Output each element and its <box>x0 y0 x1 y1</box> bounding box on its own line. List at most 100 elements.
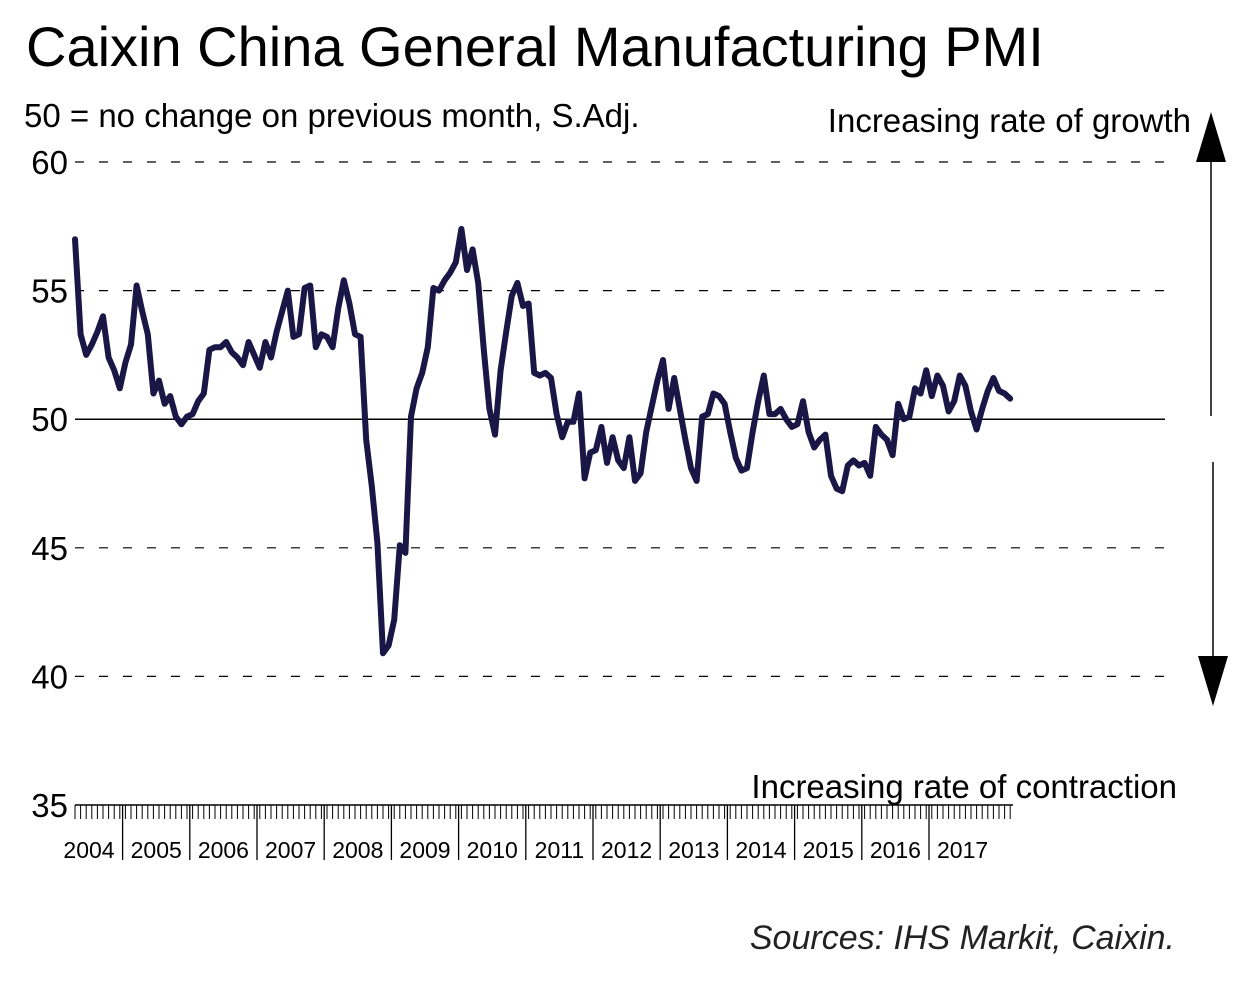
data-point <box>206 347 212 353</box>
data-point <box>414 385 420 391</box>
data-point <box>811 444 817 451</box>
data-point <box>324 334 330 340</box>
data-point <box>834 486 840 492</box>
data-point <box>156 378 162 384</box>
data-point <box>794 421 801 427</box>
y-tick-label-35: 35 <box>31 787 68 824</box>
data-point <box>374 540 380 546</box>
data-point <box>335 306 341 312</box>
data-point <box>850 457 857 463</box>
data-point <box>615 457 621 463</box>
data-point <box>184 414 190 420</box>
data-point <box>626 434 633 440</box>
data-point <box>503 329 509 335</box>
data-point <box>744 465 750 471</box>
data-point <box>223 339 229 345</box>
data-point <box>610 434 616 440</box>
data-point <box>218 344 224 350</box>
data-point <box>638 470 644 476</box>
chart-title: Caixin China General Manufacturing PMI <box>26 15 1044 78</box>
data-point <box>178 421 184 427</box>
x-tick-label-2008: 2008 <box>332 837 383 863</box>
data-point <box>542 370 549 376</box>
data-point <box>778 406 784 412</box>
data-point <box>498 367 504 373</box>
data-point <box>716 393 722 399</box>
data-point <box>862 460 868 466</box>
data-point <box>268 354 274 361</box>
data-point <box>150 390 156 397</box>
data-point <box>486 406 492 412</box>
x-tick-label-2005: 2005 <box>131 837 182 863</box>
data-point <box>111 367 117 373</box>
data-point <box>593 447 599 453</box>
data-point <box>122 360 128 366</box>
data-point <box>145 331 151 337</box>
data-point <box>895 401 901 407</box>
data-point <box>128 342 134 348</box>
data-point <box>1007 396 1013 402</box>
x-tick-label-2014: 2014 <box>735 837 786 863</box>
data-point <box>688 465 694 471</box>
data-point <box>750 429 756 435</box>
data-point <box>962 383 969 389</box>
data-point <box>783 416 789 422</box>
data-point <box>240 362 246 368</box>
x-tick-label-2011: 2011 <box>535 837 584 863</box>
data-point <box>806 429 812 435</box>
data-point <box>979 406 985 412</box>
data-point <box>346 300 352 307</box>
data-point <box>526 300 532 307</box>
data-point <box>285 288 291 294</box>
data-point <box>430 285 436 291</box>
data-point <box>330 344 336 350</box>
data-point <box>302 285 308 291</box>
data-point <box>72 236 78 242</box>
data-point <box>190 411 196 417</box>
data-point <box>554 411 560 417</box>
data-point <box>201 390 207 397</box>
data-point <box>352 331 358 337</box>
data-point <box>363 437 369 443</box>
data-point <box>162 401 168 407</box>
data-point <box>531 370 537 376</box>
series-layer <box>72 225 1014 657</box>
data-point <box>643 429 649 435</box>
x-tick-label-2006: 2006 <box>198 837 249 863</box>
data-point <box>957 372 963 379</box>
x-tick-label-2009: 2009 <box>399 837 450 863</box>
data-point <box>83 352 89 358</box>
data-point <box>470 246 476 252</box>
x-tick-label-2017: 2017 <box>937 837 988 863</box>
data-point <box>901 416 907 422</box>
data-point <box>934 372 941 379</box>
data-point <box>78 331 84 337</box>
data-point <box>195 398 201 404</box>
data-point <box>677 406 683 412</box>
x-tick-label-2012: 2012 <box>601 837 652 863</box>
data-point <box>923 367 929 373</box>
contraction-annotation: Increasing rate of contraction <box>751 768 1177 805</box>
x-tick-label-2016: 2016 <box>870 837 921 863</box>
data-point <box>761 372 767 379</box>
data-point <box>397 542 403 548</box>
data-point <box>884 437 890 443</box>
data-point <box>929 393 935 399</box>
data-point <box>167 393 173 399</box>
data-point <box>251 352 257 358</box>
data-point <box>890 452 896 458</box>
data-point <box>358 334 364 340</box>
x-tick-label-2015: 2015 <box>803 837 854 863</box>
data-point <box>369 483 375 489</box>
data-point <box>968 408 974 415</box>
y-tick-label-50: 50 <box>31 401 68 438</box>
data-point <box>738 468 745 474</box>
data-point <box>873 424 879 430</box>
y-tick-label-45: 45 <box>31 530 68 567</box>
data-point <box>290 334 296 340</box>
data-point <box>845 462 851 469</box>
x-tick-label-2013: 2013 <box>668 837 719 863</box>
data-point <box>570 419 577 425</box>
data-point <box>514 280 521 286</box>
